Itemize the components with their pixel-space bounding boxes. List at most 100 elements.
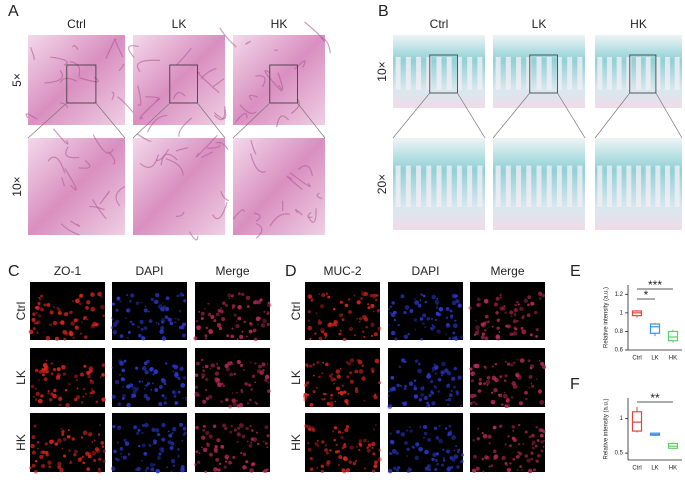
signal [455,390,459,394]
signal [133,425,138,430]
micrograph [219,21,331,128]
crypt [436,165,442,207]
tissue-fold [307,208,317,223]
signal [157,323,160,325]
crypt [567,56,573,90]
signal [318,336,323,341]
signal [400,432,406,437]
signal [112,322,118,327]
box [649,323,661,334]
tissue-fold [175,147,189,152]
signal [163,305,167,309]
signal [102,398,105,401]
signal [346,402,349,405]
signal [484,336,489,341]
signal [246,440,249,443]
signal [408,381,414,387]
signal [360,297,363,300]
signal [349,371,353,375]
signal [165,307,170,311]
signal [159,447,164,452]
signal [451,336,456,340]
tissue-fold [176,47,192,66]
signal [518,424,521,427]
significance-label: * [644,288,649,302]
signal [194,385,199,389]
significance-label: ** [650,391,660,405]
signal [502,393,508,399]
signal [518,401,523,406]
signal [52,367,57,372]
signal [236,440,239,444]
signal [510,363,514,367]
signal [171,432,174,435]
row-label: HK [289,434,303,451]
signal [424,466,429,471]
signal [423,395,428,401]
signal [441,361,446,367]
signal [387,394,390,397]
signal [312,363,315,366]
signal [235,399,238,402]
signal [81,455,84,458]
signal [474,319,477,322]
signal [169,446,174,451]
tissue-fold [216,141,229,150]
signal [320,464,324,468]
signal [47,392,50,395]
tissue-fold [254,212,261,222]
signal [203,424,206,428]
signal [317,320,323,325]
column-header: Ctrl [67,17,86,31]
signal [375,424,377,426]
signal [540,433,544,438]
signal [71,299,74,303]
signal [504,404,509,409]
signal [176,294,179,298]
signal [414,298,416,300]
signal [445,316,449,319]
signal [195,425,199,430]
signal [97,291,102,297]
crypt [416,56,422,90]
image [305,348,380,407]
signal [205,396,210,401]
signal [249,425,252,428]
signal [411,445,415,449]
signal [348,310,352,314]
signal [369,293,374,298]
signal [123,438,127,442]
signal [451,435,456,440]
signal [343,390,347,394]
signal [436,297,439,300]
micrograph [28,128,126,236]
signal [118,373,122,377]
signal [431,366,437,371]
crypt [577,165,583,207]
micrograph [393,35,485,108]
signal [537,291,543,296]
signal [426,401,430,405]
signal [414,359,419,363]
signal [438,307,444,312]
signal [326,459,331,465]
signal [530,457,534,461]
signal [141,380,144,383]
signal [182,426,187,431]
signal [504,360,507,364]
signal [121,368,126,373]
signal [89,369,93,373]
y-tick-label: 1 [620,310,624,316]
signal [75,378,79,382]
signal [521,329,527,335]
signal [231,398,236,403]
signal [42,454,45,457]
signal [261,362,266,367]
zoom-box [169,64,198,104]
signal [307,294,313,299]
signal [75,318,79,322]
signal [488,465,491,468]
signal [35,391,40,397]
signal [220,444,225,449]
signal [178,309,182,313]
